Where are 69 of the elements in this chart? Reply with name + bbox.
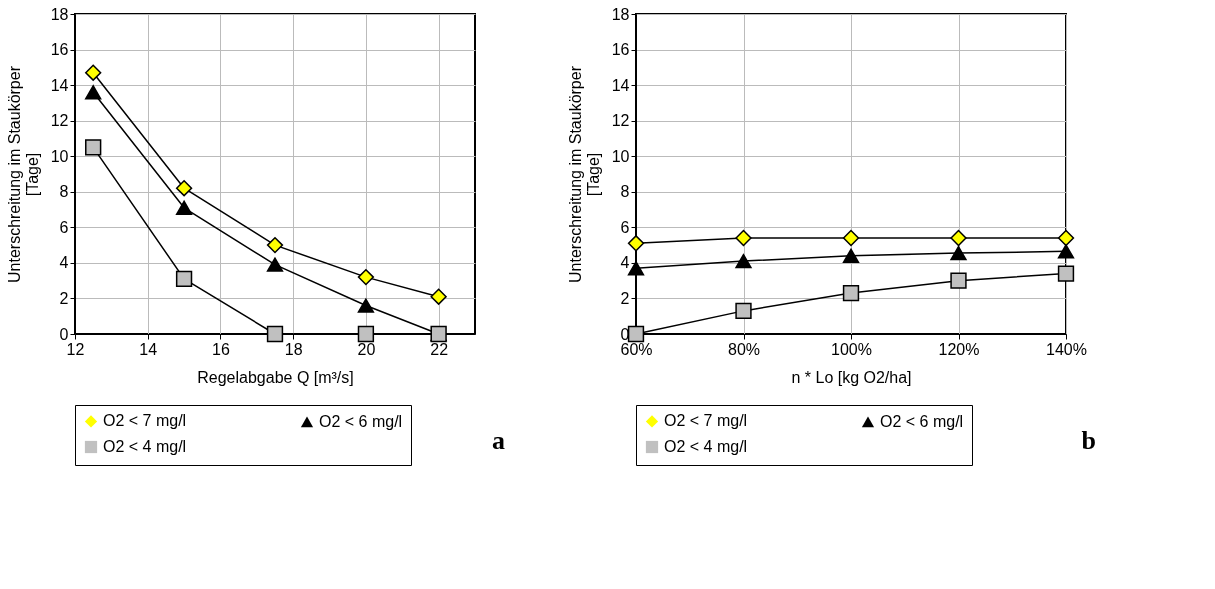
legend-label: O2 < 6 mg/l [880,412,964,430]
point [735,229,752,247]
legend-label: O2 < 7 mg/l [664,412,748,430]
x-tick-label: 14 [139,340,158,358]
y-tick-label: 18 [611,5,630,23]
x-tick-label: 80% [727,340,761,358]
x-tick-label: 120% [938,340,980,358]
y-tick-label: 4 [620,254,630,272]
point [85,85,102,100]
y-tick-label: 6 [59,218,69,236]
y-tick-label: 16 [611,41,630,59]
point [266,236,284,254]
point [85,64,102,81]
point [1057,244,1075,259]
point [627,325,645,343]
text: b [1081,426,1096,455]
point [735,253,752,269]
y-tick-label: 10 [611,147,630,165]
point [266,257,284,272]
y-tick-label: 8 [59,183,69,201]
y-axis-title: Unterschreitung im Staukörper [Tage] [5,65,41,283]
point [1057,229,1075,247]
point [175,270,193,288]
x-tick-label: 20 [357,340,376,358]
x-tick-label: 100% [831,340,872,358]
point [357,298,375,313]
point [950,229,967,247]
point [266,325,284,343]
legend-label: O2 < 4 mg/l [103,438,187,455]
y-tick-label: 12 [50,112,69,130]
x-tick-label: 60% [620,340,653,358]
legend-label: O2 < 4 mg/l [664,438,748,455]
point [842,284,860,302]
y-tick-label: 8 [620,183,630,201]
point [950,245,967,261]
x-tick-label: 18 [284,340,303,358]
y-tick-label: 2 [620,289,630,307]
point [175,180,193,197]
x-axis-title: n * Lo [kg O2/ha] [791,368,912,386]
y-tick-label: 14 [611,76,630,94]
point [1057,265,1075,282]
point [175,200,193,215]
y-tick-label: 10 [50,147,69,165]
point [842,248,860,263]
x-tick-label: 140% [1046,340,1087,358]
point [627,261,645,276]
x-axis-title: Regelabgabe Q [m³/s] [197,368,354,386]
point [842,229,860,247]
y-tick-label: 0 [59,325,69,343]
y-tick-label: 16 [50,41,69,59]
y-tick-label: 4 [59,254,69,272]
legend-label: O2 < 6 mg/l [319,412,403,430]
y-axis-title: Unterschreitung im Staukörper [Tage] [566,65,602,283]
point [627,235,645,252]
x-tick-label: 16 [212,340,230,358]
point [357,325,375,343]
point [357,268,375,286]
point [85,139,102,156]
point [950,272,967,289]
y-tick-label: 18 [50,5,69,23]
point [735,302,752,320]
point [430,288,447,305]
y-tick-label: 2 [59,289,69,307]
x-tick-label: 22 [430,340,449,358]
legend-label: O2 < 7 mg/l [103,412,187,430]
y-tick-label: 6 [620,218,630,236]
y-tick-label: 12 [611,112,630,130]
y-tick-label: 14 [50,76,69,94]
text: a [492,426,505,455]
